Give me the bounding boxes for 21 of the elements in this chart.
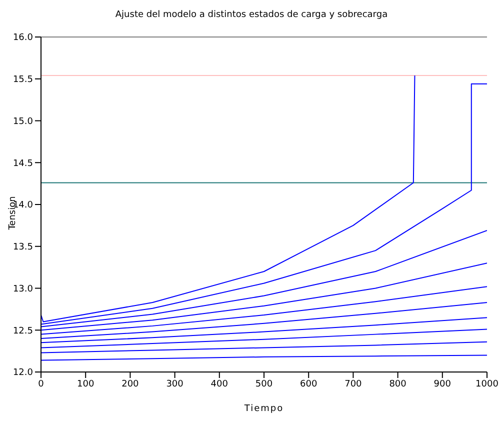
y-tick-label: 15.5 — [12, 75, 33, 86]
y-tick-label: 15.0 — [12, 116, 34, 127]
x-tick-label: 600 — [300, 379, 318, 390]
x-tick-label: 500 — [255, 379, 273, 390]
y-tick-label: 16.0 — [12, 33, 34, 44]
y-tick-label: 13.5 — [12, 242, 33, 253]
x-tick-label: 400 — [210, 379, 228, 390]
y-tick-label: 13.0 — [12, 284, 34, 294]
x-tick-label: 800 — [389, 379, 407, 390]
y-tick-label: 12.0 — [12, 368, 34, 378]
x-tick-label: 900 — [434, 379, 452, 390]
y-tick-label: 12.5 — [12, 326, 33, 336]
chart-title: Ajuste del modelo a distintos estados de carga y sobrecarga — [114, 10, 389, 20]
x-tick-label: 1000 — [476, 379, 499, 390]
x-tick-label: 200 — [122, 379, 140, 390]
x-axis-title: Tiempo — [243, 404, 285, 414]
x-tick-label: 300 — [166, 379, 184, 390]
x-tick-label: 0 — [38, 379, 44, 390]
x-tick-label: 100 — [77, 379, 94, 390]
x-tick-label: 700 — [344, 379, 362, 390]
y-tick-label: 14.5 — [12, 158, 33, 169]
